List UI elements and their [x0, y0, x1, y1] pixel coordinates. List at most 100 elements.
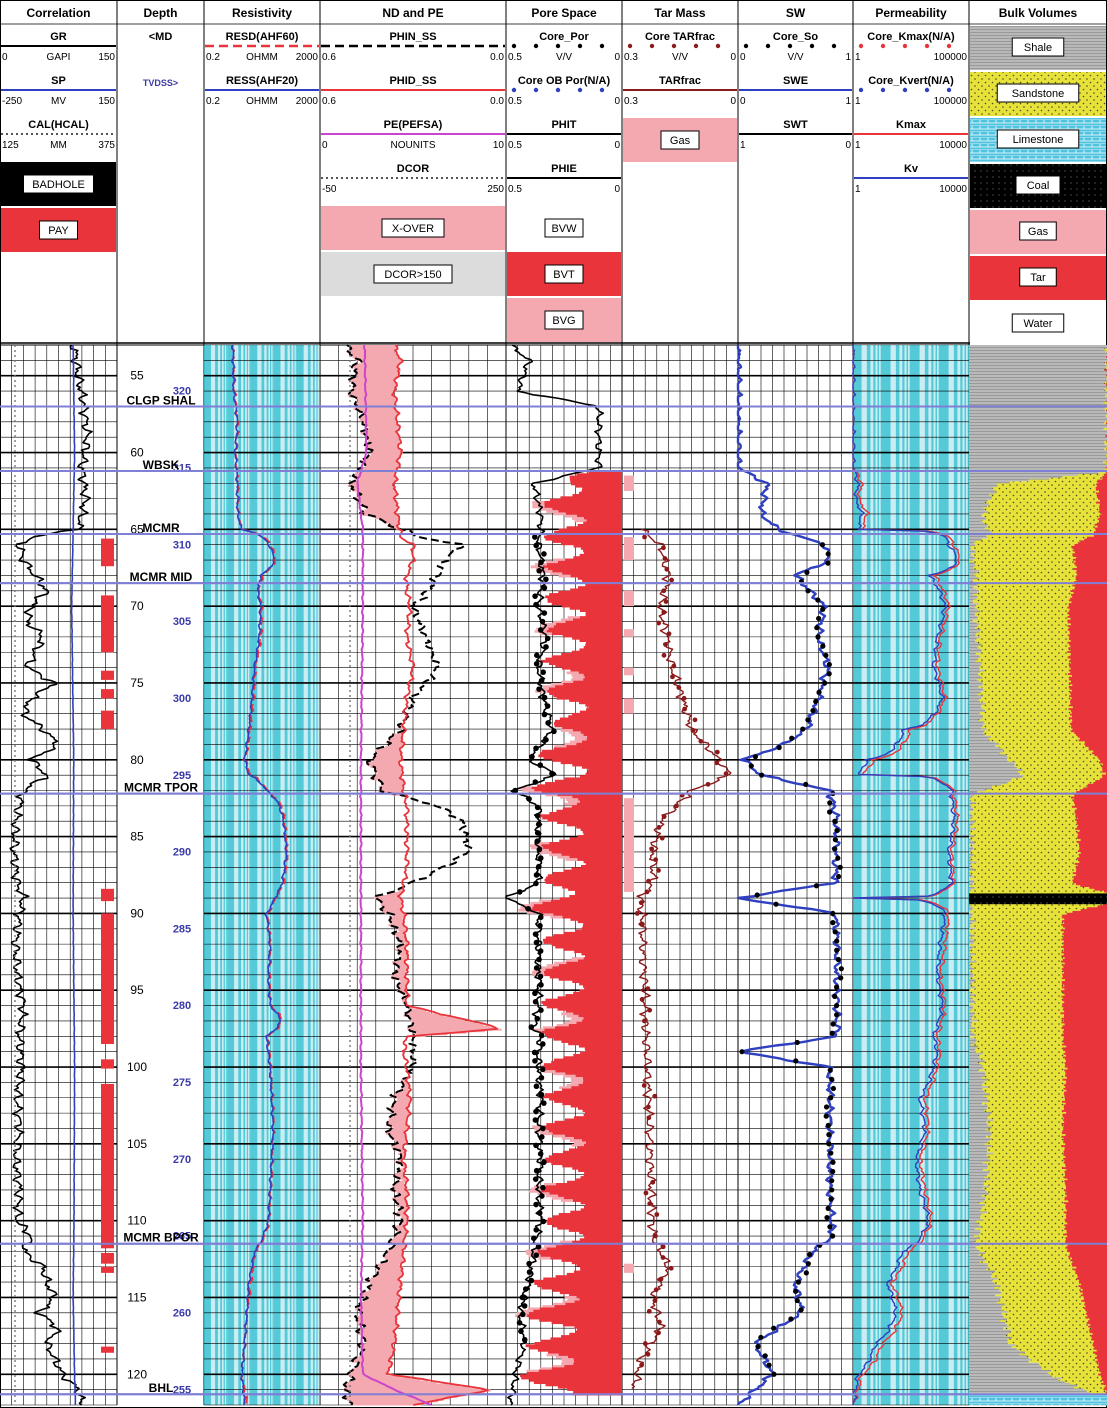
- bulk-shale: [969, 960, 977, 964]
- bulk-tar: [1061, 920, 1107, 923]
- bvt-fill: [565, 1302, 622, 1306]
- bulk-tar: [1067, 634, 1107, 637]
- bvg-fill: [568, 731, 581, 735]
- bulk-shale: [969, 1268, 987, 1272]
- bvg-fill: [560, 729, 573, 732]
- bulk-tar: [1062, 1004, 1107, 1008]
- bulk-tar: [1100, 1382, 1107, 1386]
- bvt-fill: [575, 892, 622, 896]
- bulk-tar: [1069, 1253, 1107, 1257]
- crossover-fill: [395, 1236, 405, 1239]
- bvt-fill: [578, 671, 622, 675]
- bulk-sandstone: [969, 560, 1076, 564]
- bulk-tar: [1064, 1180, 1107, 1183]
- bulk-sandstone: [976, 960, 1061, 964]
- curve-legend-dot: [577, 87, 583, 93]
- bulk-sandstone: [972, 922, 1065, 925]
- bulk-shale: [969, 652, 976, 656]
- bulk-sandstone: [970, 804, 1075, 807]
- bulk-sandstone: [984, 527, 1095, 530]
- bulk-shale: [969, 413, 1107, 416]
- bulk-shale: [969, 724, 983, 728]
- crossover-fill: [363, 1337, 396, 1340]
- bulk-sandstone: [969, 1028, 1064, 1032]
- bulk-shale: [969, 1369, 1052, 1373]
- bulk-shale: [969, 392, 1107, 396]
- scale-left: 0: [740, 96, 746, 107]
- crossover-fill: [348, 349, 396, 352]
- bulk-shale: [969, 542, 975, 545]
- core-so-point: [838, 966, 844, 972]
- crossover-fill: [400, 1222, 407, 1225]
- crossover-fill: [370, 452, 401, 455]
- bulk-shale: [969, 1163, 988, 1166]
- bulk-sandstone: [969, 977, 1062, 980]
- bulk-shale: [969, 1375, 1053, 1378]
- bvt-fill: [546, 1185, 622, 1189]
- bulk-shale: [969, 427, 1104, 431]
- bvt-fill: [544, 878, 622, 882]
- bulk-sandstone: [1104, 361, 1107, 365]
- bulk-shale: [969, 922, 973, 925]
- crossover-fill: [400, 951, 409, 954]
- crossover-fill: [355, 498, 395, 501]
- depth-tvd-tick: 260: [173, 1307, 191, 1319]
- log-grid-band: [879, 345, 881, 1405]
- bulk-sandstone: [974, 606, 1068, 610]
- bvt-fill: [585, 1049, 622, 1053]
- bulk-tar: [1064, 1069, 1107, 1072]
- crossover-fill: [368, 764, 402, 767]
- bvg-fill: [541, 913, 554, 917]
- crossover-fill: [359, 1363, 394, 1366]
- bvg-fill: [561, 1012, 574, 1016]
- fill-legend-label-box: [660, 130, 700, 150]
- depth-md-tick: 90: [130, 906, 144, 920]
- bulk-shale: [969, 558, 974, 562]
- crossover-fill: [356, 490, 397, 493]
- bulk-shale: [969, 756, 1008, 759]
- crossover-fill: [399, 930, 405, 933]
- bulk-tar: [1091, 1336, 1107, 1340]
- crossover-fill: [356, 363, 398, 366]
- bulk-sandstone: [976, 597, 1071, 600]
- bulk-shale: [969, 772, 1020, 776]
- bulk-sandstone: [984, 1075, 1065, 1078]
- scale-right: 100000: [934, 96, 968, 107]
- bulk-shale: [969, 695, 984, 698]
- bvg-fill: [543, 1070, 556, 1073]
- core-so-point: [827, 800, 833, 806]
- bulk-shale: [969, 614, 975, 617]
- bvt-fill: [541, 1030, 622, 1034]
- crossover-fill: [391, 1096, 411, 1099]
- crossover-fill: [398, 1169, 404, 1172]
- depth-tvd-tick: 305: [173, 616, 191, 628]
- bulk-sandstone: [980, 1229, 1067, 1233]
- crossover-fill: [401, 1217, 409, 1220]
- bulk-tar: [1077, 816, 1107, 820]
- bvt-fill: [545, 1093, 622, 1096]
- bvt-fill: [585, 862, 622, 866]
- bvt-fill: [572, 1199, 622, 1202]
- scale-unit: V/V: [787, 52, 803, 63]
- bulk-tar: [1064, 1196, 1107, 1200]
- curve-legend-dot: [715, 43, 721, 49]
- bvt-fill: [569, 699, 622, 702]
- bulk-tar: [1065, 1174, 1107, 1178]
- track-title: SW: [786, 6, 806, 20]
- crossover-fill: [402, 999, 405, 1002]
- bulk-shale: [969, 383, 1107, 387]
- bulk-tar: [1061, 955, 1107, 958]
- bulk-tar: [1065, 1237, 1107, 1240]
- crossover-fill: [363, 510, 395, 513]
- bulk-tar: [1098, 498, 1107, 501]
- core-tarfrac-point: [653, 857, 659, 863]
- bulk-sandstone: [1010, 780, 1096, 783]
- bulk-tar: [1099, 503, 1107, 506]
- bulk-sandstone: [982, 1255, 1069, 1259]
- bulk-shale: [969, 372, 1107, 376]
- bvt-fill: [563, 931, 622, 935]
- bulk-shale: [969, 765, 1015, 768]
- bulk-sandstone: [973, 846, 1080, 849]
- bulk-tar: [1084, 538, 1107, 542]
- bulk-tar: [1079, 846, 1107, 849]
